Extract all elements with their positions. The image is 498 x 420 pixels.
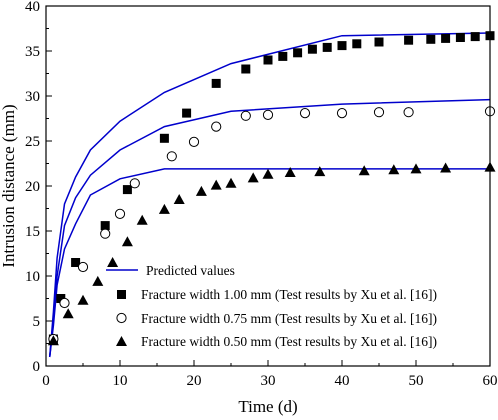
data-point-circle (211, 121, 222, 132)
data-point-square (159, 133, 169, 143)
x-tick-label: 50 (409, 373, 424, 389)
data-point-square (100, 221, 110, 231)
y-tick-label: 10 (25, 269, 40, 285)
legend-label-width-0-50: Fracture width 0.50 mm (Test results by … (141, 334, 437, 349)
y-axis: 0 5 10 15 20 25 30 35 40 (25, 0, 52, 375)
data-point-circle (77, 261, 89, 273)
y-tick-label: 0 (33, 359, 41, 375)
data-point-circle (129, 178, 140, 189)
data-point-square (122, 185, 132, 195)
y-tick-label: 15 (25, 224, 40, 240)
legend-marker-circle (116, 312, 127, 324)
data-point-triangle (358, 165, 370, 176)
data-point-triangle (77, 294, 89, 305)
data-point-circle (299, 108, 311, 119)
x-tick-label: 30 (261, 373, 276, 389)
data-point-triangle (247, 172, 259, 183)
data-point-circle (59, 297, 70, 309)
data-point-triangle (47, 335, 59, 346)
data-point-square (404, 35, 414, 45)
x-axis-title: Time (d) (238, 397, 297, 416)
data-point-triangle (284, 167, 296, 177)
data-point-square (71, 258, 81, 267)
x-tick-label: 10 (113, 373, 128, 389)
test-markers (47, 31, 496, 346)
data-point-square (211, 78, 221, 88)
data-point-triangle (388, 164, 400, 175)
data-point-triangle (210, 179, 222, 190)
data-point-triangle (107, 257, 119, 267)
data-point-circle (240, 110, 251, 121)
x-tick-label: 20 (187, 373, 202, 389)
data-point-circle (166, 151, 177, 162)
y-tick-label: 5 (33, 314, 41, 330)
data-point-square (263, 55, 273, 65)
data-point-triangle (173, 194, 185, 204)
data-point-circle (100, 228, 111, 239)
data-point-square (470, 32, 480, 42)
data-point-circle (403, 107, 414, 118)
data-point-square (56, 294, 66, 303)
y-tick-label: 35 (25, 44, 40, 60)
predicted-lines (48, 32, 490, 358)
data-point-triangle (158, 203, 170, 214)
data-point-square (426, 34, 436, 44)
data-point-circle (262, 109, 274, 121)
data-point-square (352, 39, 362, 49)
x-tick-label: 60 (483, 373, 498, 389)
data-point-triangle (410, 163, 422, 174)
legend-label-predicted: Predicted values (146, 263, 235, 278)
data-point-square (455, 33, 465, 42)
data-point-circle (373, 107, 385, 118)
x-axis: 0 10 20 30 40 50 60 (42, 360, 498, 389)
data-point-triangle (136, 214, 148, 225)
data-point-square (278, 51, 288, 61)
legend-label-width-1-00: Fracture width 1.00 mm (Test results by … (141, 287, 437, 302)
data-point-square (441, 33, 451, 43)
y-axis-title: Intrusion distance (mm) (0, 104, 18, 267)
legend-marker-triangle (116, 336, 127, 346)
data-point-circle (188, 136, 200, 147)
data-point-square (337, 41, 347, 51)
data-point-triangle (62, 308, 74, 319)
y-tick-label: 25 (25, 134, 40, 150)
data-point-square (374, 37, 384, 47)
data-point-triangle (314, 166, 326, 177)
predicted-line-100 (48, 32, 490, 358)
data-point-square (322, 42, 332, 52)
data-point-triangle (262, 168, 274, 179)
data-point-triangle (195, 185, 207, 196)
data-point-circle (114, 208, 126, 219)
legend-marker-square (117, 290, 126, 299)
x-tick-label: 0 (42, 373, 50, 389)
data-point-square (182, 108, 192, 118)
data-point-triangle (121, 236, 133, 247)
data-point-square (293, 48, 303, 58)
data-point-square (307, 44, 317, 54)
y-tick-label: 30 (25, 89, 40, 105)
legend: Predicted values Fracture width 1.00 mm … (106, 263, 437, 349)
y-tick-label: 40 (25, 0, 40, 15)
data-point-circle (336, 108, 348, 119)
data-point-triangle (440, 162, 452, 173)
data-point-triangle (225, 177, 237, 188)
data-point-square (241, 64, 251, 74)
legend-label-width-0-75: Fracture width 0.75 mm (Test results by … (141, 311, 437, 326)
data-point-triangle (92, 275, 104, 286)
x-tick-label: 40 (335, 373, 350, 389)
y-tick-label: 20 (25, 179, 40, 195)
